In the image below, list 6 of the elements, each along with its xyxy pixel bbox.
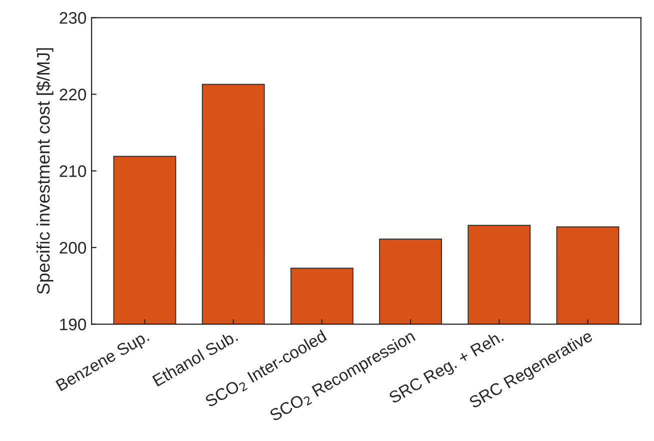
y-tick-label: 200 [60, 242, 86, 254]
y-tick-label: 190 [60, 318, 86, 330]
y-tick-label: 230 [60, 12, 86, 24]
y-axis-title: Specific investment cost [$/MJ] [36, 48, 54, 294]
y-tick-label: 220 [60, 88, 86, 100]
y-tick-label: 210 [60, 165, 86, 178]
